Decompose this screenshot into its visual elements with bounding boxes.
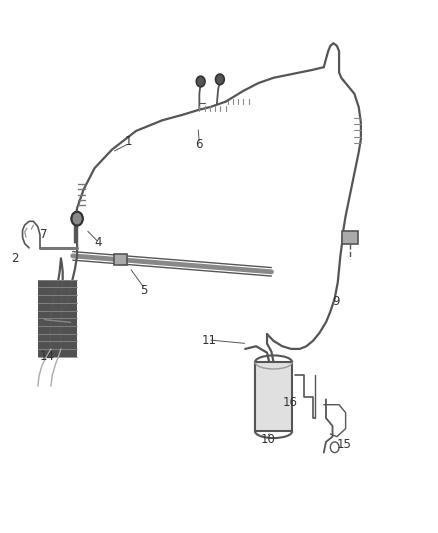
Circle shape: [196, 76, 205, 87]
Circle shape: [330, 442, 339, 453]
Bar: [342, 231, 358, 244]
Circle shape: [71, 212, 83, 225]
Bar: [114, 254, 127, 265]
Bar: [38, 280, 77, 357]
Circle shape: [215, 74, 224, 85]
Text: 1: 1: [125, 135, 133, 148]
Text: 9: 9: [332, 295, 340, 308]
Text: 15: 15: [337, 438, 352, 451]
Text: 10: 10: [261, 433, 276, 446]
Text: 4: 4: [95, 236, 102, 249]
Text: 11: 11: [201, 334, 216, 348]
Text: 5: 5: [141, 284, 148, 297]
Text: 16: 16: [283, 395, 297, 409]
Text: 14: 14: [40, 350, 55, 364]
Text: 6: 6: [195, 138, 202, 151]
Text: 2: 2: [12, 252, 19, 265]
Text: 7: 7: [40, 228, 47, 241]
Bar: [255, 362, 292, 431]
